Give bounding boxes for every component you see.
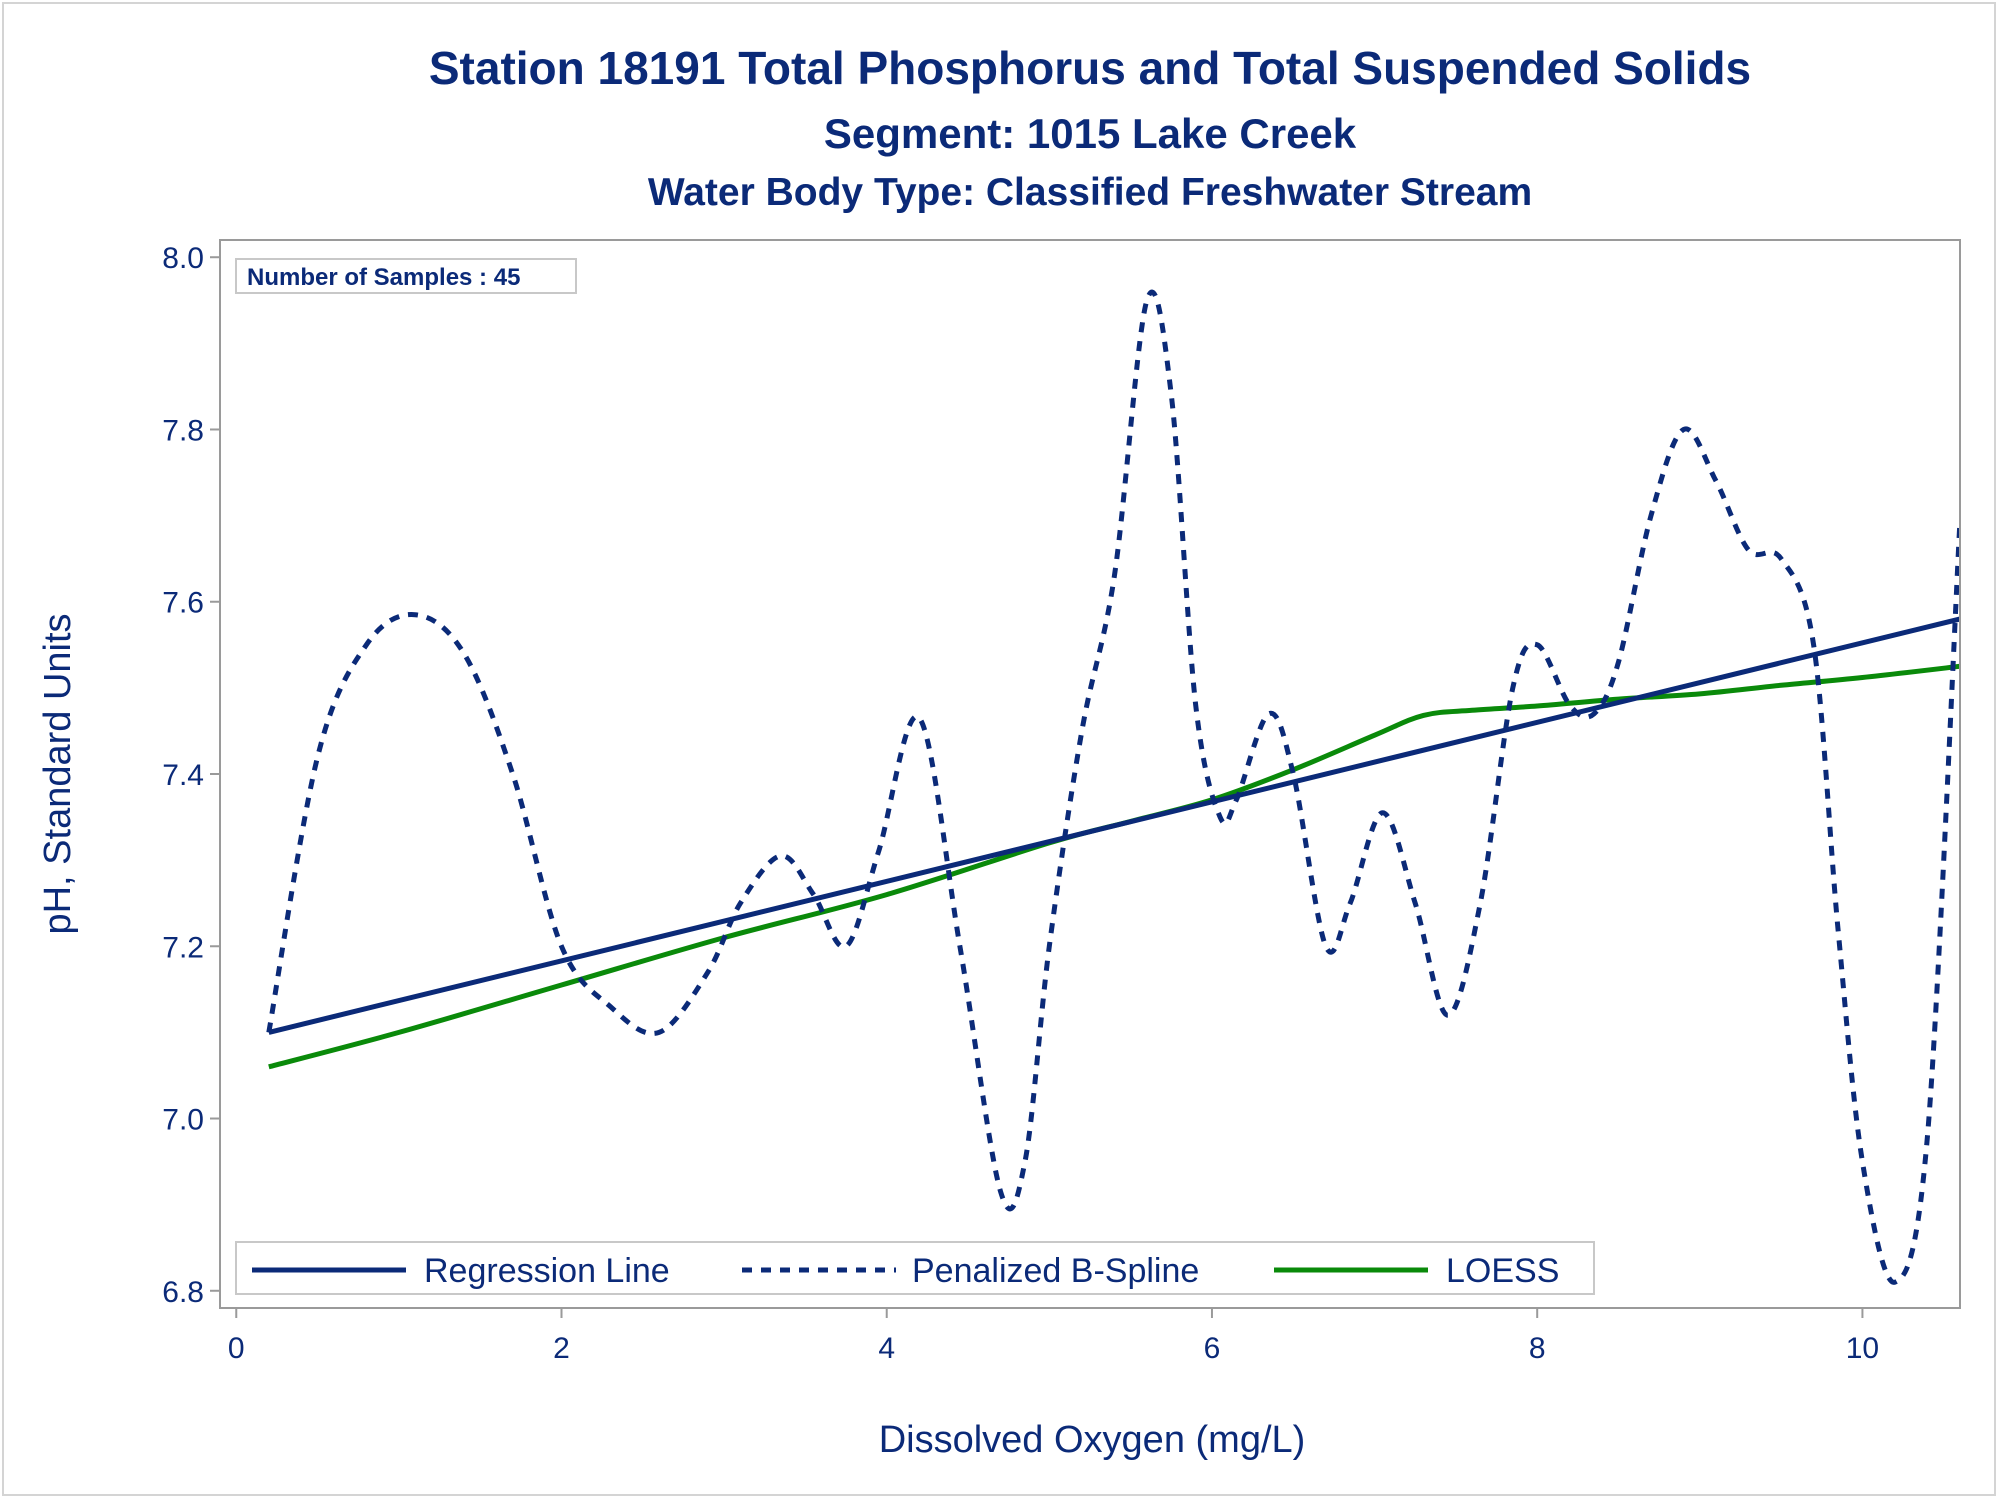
- chart-subtitle-segment: Segment: 1015 Lake Creek: [824, 110, 1357, 157]
- y-tick-label: 7.8: [162, 414, 204, 447]
- regression-line: [268, 616, 1959, 1035]
- x-tick-label: 0: [228, 1332, 245, 1365]
- legend: Regression Line Penalized B-Spline LOESS: [235, 1241, 1595, 1295]
- loess-line: [268, 663, 1959, 1070]
- y-tick-label: 7.4: [162, 759, 204, 792]
- legend-label-loess: LOESS: [1446, 1252, 1559, 1290]
- y-tick-label: 7.6: [162, 587, 204, 620]
- legend-label-regression: Regression Line: [424, 1252, 670, 1290]
- chart-subtitle-waterbody: Water Body Type: Classified Freshwater S…: [648, 171, 1532, 214]
- y-tick-label: 6.8: [162, 1276, 204, 1309]
- sample-count-box: [235, 258, 577, 294]
- chart-title: Station 18191 Total Phosphorus and Total…: [429, 42, 1751, 94]
- penalized-bspline-line: [266, 289, 1959, 1285]
- x-tick-label: 8: [1529, 1332, 1546, 1365]
- x-axis-label: Dissolved Oxygen (mg/L): [879, 1419, 1306, 1461]
- y-tick-label: 7.2: [162, 931, 204, 964]
- x-tick-label: 6: [1204, 1332, 1221, 1365]
- x-tick-label: 10: [1846, 1332, 1879, 1365]
- x-tick-label: 4: [878, 1332, 895, 1365]
- legend-label-spline: Penalized B-Spline: [912, 1252, 1199, 1290]
- x-tick-label: 2: [553, 1332, 570, 1365]
- x-axis: 0 2 4 6 8 10: [228, 1308, 1879, 1365]
- y-tick-label: 8.0: [162, 242, 204, 275]
- sample-count-label: Number of Samples : 45: [247, 264, 520, 291]
- y-axis-label: pH, Standard Units: [37, 613, 79, 934]
- plot-area: [219, 239, 1961, 1309]
- y-axis: 6.8 7.0 7.2 7.4 7.6 7.8 8.0: [162, 242, 220, 1309]
- series-layer: [266, 289, 1959, 1285]
- y-tick-label: 7.0: [162, 1104, 204, 1137]
